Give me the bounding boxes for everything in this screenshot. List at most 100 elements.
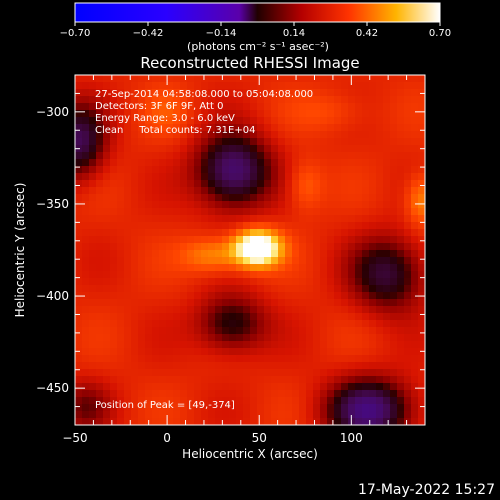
heatmap-cell	[89, 110, 97, 118]
heatmap-cell	[390, 75, 398, 83]
heatmap-cell	[96, 418, 104, 426]
heatmap-cell	[278, 292, 286, 300]
heatmap-cell	[250, 124, 258, 132]
heatmap-cell	[376, 201, 384, 209]
heatmap-cell	[341, 208, 349, 216]
heatmap-cell	[264, 299, 272, 307]
heatmap-cell	[145, 292, 153, 300]
heatmap-cell	[285, 187, 293, 195]
heatmap-cell	[278, 222, 286, 230]
heatmap-cell	[411, 173, 419, 181]
heatmap-cell	[173, 96, 181, 104]
heatmap-cell	[180, 285, 188, 293]
heatmap-cell	[411, 194, 419, 202]
heatmap-cell	[264, 187, 272, 195]
heatmap-cell	[243, 411, 251, 419]
heatmap-cell	[243, 236, 251, 244]
heatmap-cell	[250, 348, 258, 356]
heatmap-cell	[334, 103, 342, 111]
heatmap-cell	[320, 348, 328, 356]
heatmap-cell	[138, 362, 146, 370]
heatmap-cell	[320, 411, 328, 419]
heatmap-cell	[292, 397, 300, 405]
heatmap-cell	[152, 152, 160, 160]
heatmap-cell	[75, 285, 83, 293]
heatmap-cell	[285, 362, 293, 370]
heatmap-cell	[117, 285, 125, 293]
heatmap-cell	[138, 264, 146, 272]
heatmap-cell	[348, 320, 356, 328]
heatmap-cell	[278, 96, 286, 104]
heatmap-cell	[271, 173, 279, 181]
heatmap-cell	[187, 334, 195, 342]
heatmap-cell	[131, 369, 139, 377]
heatmap-cell	[180, 362, 188, 370]
heatmap-cell	[341, 334, 349, 342]
heatmap-cell	[208, 89, 216, 97]
heatmap-cell	[313, 264, 321, 272]
heatmap-cell	[285, 418, 293, 426]
heatmap-cell	[355, 117, 363, 125]
heatmap-cell	[208, 243, 216, 251]
heatmap-cell	[110, 404, 118, 412]
heatmap-cell	[110, 418, 118, 426]
heatmap-cell	[166, 75, 174, 83]
heatmap-cell	[404, 96, 412, 104]
heatmap-cell	[292, 138, 300, 146]
heatmap-cell	[124, 159, 132, 167]
heatmap-cell	[201, 383, 209, 391]
heatmap-cell	[341, 103, 349, 111]
heatmap-cell	[166, 117, 174, 125]
heatmap-cell	[103, 75, 111, 83]
heatmap-cell	[397, 257, 405, 265]
heatmap-cell	[341, 362, 349, 370]
heatmap-cell	[145, 96, 153, 104]
heatmap-cell	[110, 341, 118, 349]
heatmap-cell	[376, 222, 384, 230]
heatmap-cell	[369, 187, 377, 195]
heatmap-cell	[89, 208, 97, 216]
heatmap-cell	[376, 243, 384, 251]
heatmap-cell	[208, 208, 216, 216]
heatmap-cell	[110, 138, 118, 146]
heatmap-cell	[355, 320, 363, 328]
heatmap-cell	[327, 411, 335, 419]
heatmap-cell	[341, 306, 349, 314]
heatmap-cell	[152, 257, 160, 265]
heatmap-cell	[341, 327, 349, 335]
heatmap-cell	[257, 89, 265, 97]
x-tick-label: −50	[62, 431, 87, 445]
heatmap-cell	[250, 138, 258, 146]
heatmap-cell	[222, 110, 230, 118]
heatmap-cell	[383, 299, 391, 307]
heatmap-cell	[180, 411, 188, 419]
heatmap-cell	[264, 82, 272, 90]
heatmap-cell	[369, 250, 377, 258]
heatmap-cell	[376, 418, 384, 426]
heatmap-cell	[376, 390, 384, 398]
heatmap-cell	[285, 201, 293, 209]
heatmap-cell	[194, 124, 202, 132]
heatmap-cell	[229, 243, 237, 251]
heatmap-cell	[278, 327, 286, 335]
heatmap-cell	[124, 82, 132, 90]
heatmap-cell	[355, 383, 363, 391]
heatmap-cell	[327, 194, 335, 202]
heatmap-cell	[341, 355, 349, 363]
heatmap-cell	[292, 299, 300, 307]
heatmap-cell	[306, 131, 314, 139]
heatmap-cell	[229, 348, 237, 356]
heatmap-cell	[75, 159, 83, 167]
heatmap-cell	[299, 103, 307, 111]
heatmap-cell	[313, 103, 321, 111]
heatmap-cell	[404, 411, 412, 419]
heatmap-cell	[110, 103, 118, 111]
heatmap-cell	[96, 278, 104, 286]
heatmap-cell	[292, 110, 300, 118]
heatmap-cell	[271, 341, 279, 349]
heatmap-cell	[383, 278, 391, 286]
heatmap-cell	[215, 222, 223, 230]
heatmap-cell	[194, 215, 202, 223]
heatmap-cell	[117, 187, 125, 195]
heatmap-cell	[187, 376, 195, 384]
